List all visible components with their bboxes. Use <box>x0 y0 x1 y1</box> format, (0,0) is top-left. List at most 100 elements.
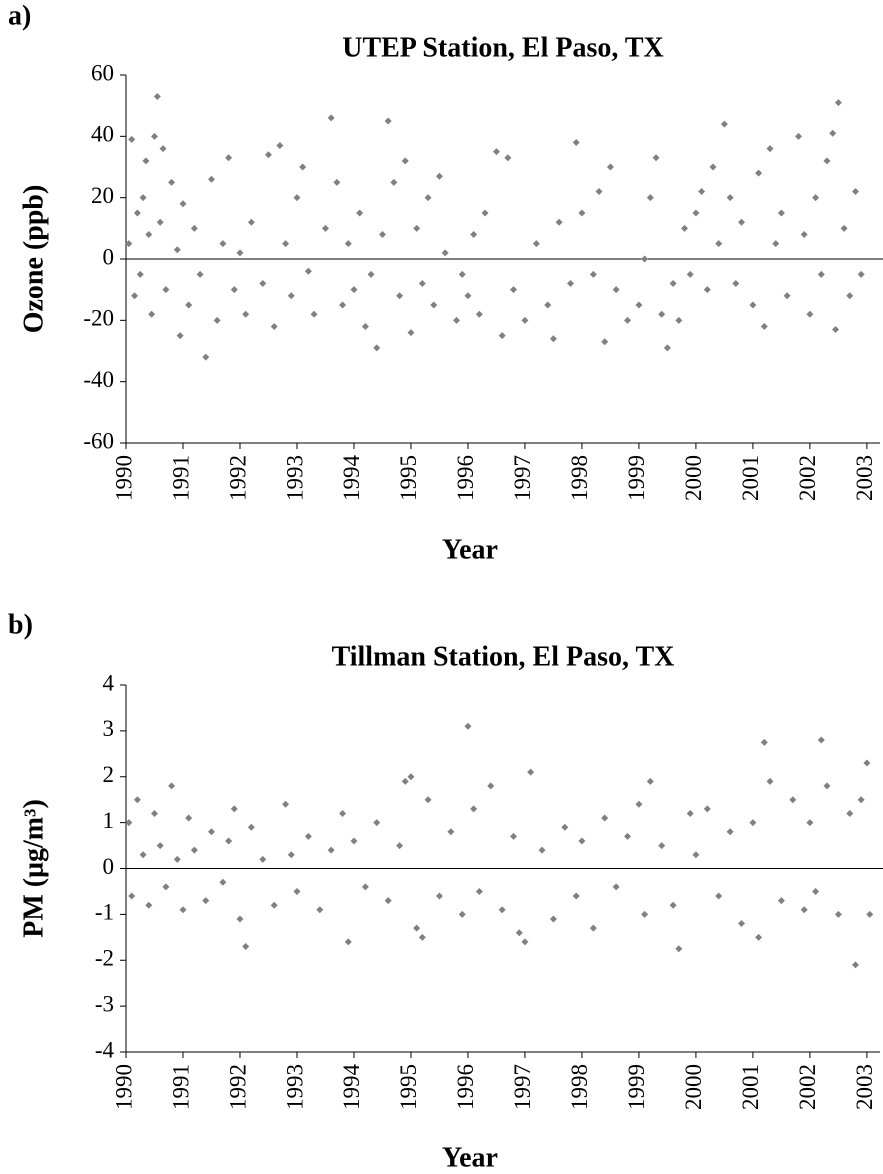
data-point <box>145 230 153 238</box>
data-point <box>259 855 267 863</box>
y-tick-label: 60 <box>91 60 114 85</box>
data-point <box>453 316 461 324</box>
data-point <box>823 782 831 790</box>
data-point <box>817 736 825 744</box>
data-point <box>766 777 774 785</box>
data-point <box>150 132 158 140</box>
data-point <box>857 796 865 804</box>
data-point <box>179 906 187 914</box>
data-point <box>128 892 136 900</box>
data-point <box>675 945 683 953</box>
data-point <box>458 270 466 278</box>
x-tick-label: 1991 <box>168 455 193 501</box>
data-point <box>795 132 803 140</box>
y-tick-label: 40 <box>91 122 114 147</box>
x-tick-label: 1994 <box>339 455 364 502</box>
x-tick-label: 1997 <box>510 455 535 501</box>
data-point <box>145 901 153 909</box>
data-point <box>532 240 540 248</box>
data-point <box>624 832 632 840</box>
data-point <box>846 809 854 817</box>
data-point <box>259 280 267 288</box>
data-point <box>760 322 768 330</box>
data-point <box>282 240 290 248</box>
data-point <box>663 344 671 352</box>
data-point <box>190 846 198 854</box>
data-point <box>458 910 466 918</box>
data-point <box>350 286 358 294</box>
data-point <box>635 301 643 309</box>
data-point <box>407 329 415 337</box>
data-point <box>492 148 500 156</box>
data-point <box>299 163 307 171</box>
data-point <box>652 154 660 162</box>
data-point <box>567 280 575 288</box>
data-point <box>173 855 181 863</box>
data-point <box>675 316 683 324</box>
data-point <box>521 316 529 324</box>
data-point <box>142 157 150 165</box>
data-point <box>339 809 347 817</box>
data-point <box>777 209 785 217</box>
data-point <box>681 224 689 232</box>
x-tick-label: 2002 <box>795 455 820 501</box>
data-point <box>510 832 518 840</box>
data-point <box>401 777 409 785</box>
data-point <box>396 292 404 300</box>
data-point <box>219 878 227 886</box>
data-point <box>441 249 449 257</box>
data-point <box>840 224 848 232</box>
x-tick-label: 2002 <box>795 1064 820 1110</box>
data-point <box>179 200 187 208</box>
data-point <box>173 246 181 254</box>
y-tick-label: -20 <box>83 306 114 331</box>
data-point <box>435 892 443 900</box>
data-point <box>131 292 139 300</box>
data-point <box>264 151 272 159</box>
data-point <box>202 353 210 361</box>
data-point <box>125 240 133 248</box>
data-point <box>242 310 250 318</box>
data-point <box>720 120 728 128</box>
data-point <box>242 942 250 950</box>
data-point <box>150 809 158 817</box>
data-point <box>866 910 874 918</box>
data-point <box>139 194 147 202</box>
x-tick-label: 2001 <box>738 1064 763 1110</box>
data-point <box>125 819 133 827</box>
data-point <box>373 819 381 827</box>
data-point <box>658 310 666 318</box>
x-tick-label: 1996 <box>453 1064 478 1110</box>
data-point <box>230 286 238 294</box>
data-point <box>316 906 324 914</box>
x-tick-label: 2000 <box>681 455 706 501</box>
data-point <box>538 846 546 854</box>
x-tick-label: 2003 <box>852 455 877 501</box>
y-tick-label: 2 <box>103 762 115 787</box>
data-point <box>641 910 649 918</box>
data-point <box>732 280 740 288</box>
data-point <box>766 145 774 153</box>
data-point <box>823 157 831 165</box>
data-point <box>185 814 193 822</box>
data-point <box>834 910 842 918</box>
data-point <box>430 301 438 309</box>
data-point <box>544 301 552 309</box>
x-axis-label: Year <box>442 1142 498 1173</box>
data-point <box>321 224 329 232</box>
y-tick-label: -1 <box>95 900 114 925</box>
data-point <box>156 842 164 850</box>
data-point <box>344 240 352 248</box>
y-tick-label: -40 <box>83 367 114 392</box>
x-tick-label: 1993 <box>282 455 307 501</box>
y-axis-label: Ozone (ppb) <box>18 185 49 334</box>
x-tick-label: 1990 <box>111 455 136 501</box>
x-tick-label: 1994 <box>339 1064 364 1111</box>
data-point <box>686 270 694 278</box>
data-point <box>384 117 392 125</box>
data-point <box>789 796 797 804</box>
data-point <box>578 837 586 845</box>
data-point <box>504 154 512 162</box>
data-point <box>738 920 746 928</box>
